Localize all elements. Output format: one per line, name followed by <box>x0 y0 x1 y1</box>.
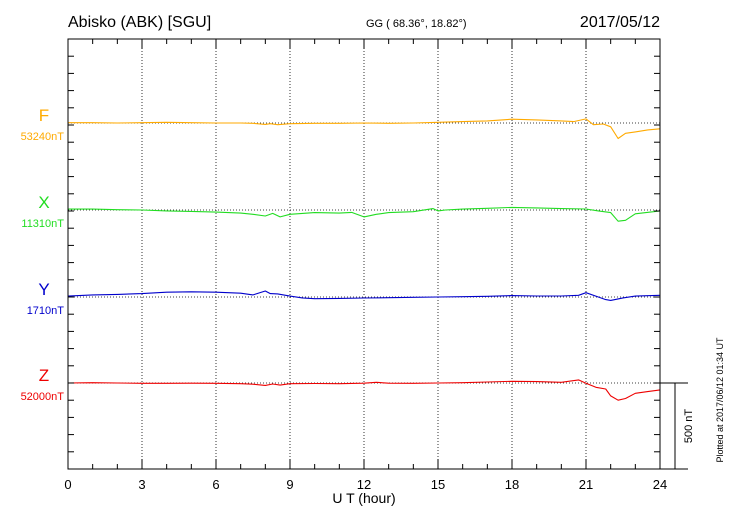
x-tick-label-15: 15 <box>431 477 445 492</box>
series-name-Z: Z <box>39 366 49 385</box>
series-line-X <box>68 206 661 222</box>
x-tick-label-24: 24 <box>653 477 667 492</box>
series-line-Z <box>67 379 661 401</box>
station-coordinates: GG ( 68.36°, 18.82°) <box>366 18 467 30</box>
x-tick-label-18: 18 <box>505 477 519 492</box>
scale-bar: 500 nT <box>660 382 695 470</box>
plot-date: 2017/05/12 <box>580 14 660 31</box>
axis-ticks <box>67 39 661 469</box>
series-name-Y: Y <box>38 280 49 299</box>
x-tick-labels: 0 3 6 9 12 15 18 21 24 <box>64 477 667 492</box>
series-baseline-F: 53240nT <box>21 131 65 143</box>
x-axis-label: U T (hour) <box>332 490 395 506</box>
scale-bar-label: 500 nT <box>683 409 695 444</box>
x-tick-label-3: 3 <box>138 477 145 492</box>
series-line-F <box>68 118 661 140</box>
x-tick-label-0: 0 <box>64 477 71 492</box>
x-tick-label-6: 6 <box>212 477 219 492</box>
x-tick-label-9: 9 <box>286 477 293 492</box>
series-baseline-Y: 1710nT <box>27 305 65 317</box>
series-baseline-Z: 52000nT <box>21 391 65 403</box>
series-labels: F 53240nT X 11310nT Y 1710nT Z 52000nT <box>21 106 65 403</box>
series-baseline-X: 11310nT <box>21 218 64 230</box>
plotted-at-note: Plotted at 2017/06/12 01:34 UT <box>715 337 725 463</box>
x-tick-label-12: 12 <box>357 477 371 492</box>
x-tick-label-21: 21 <box>579 477 593 492</box>
series-lines <box>67 118 661 401</box>
series-name-F: F <box>39 106 49 125</box>
station-title: Abisko (ABK) [SGU] <box>68 14 211 31</box>
series-name-X: X <box>38 193 49 212</box>
series-line-Y <box>67 290 661 301</box>
